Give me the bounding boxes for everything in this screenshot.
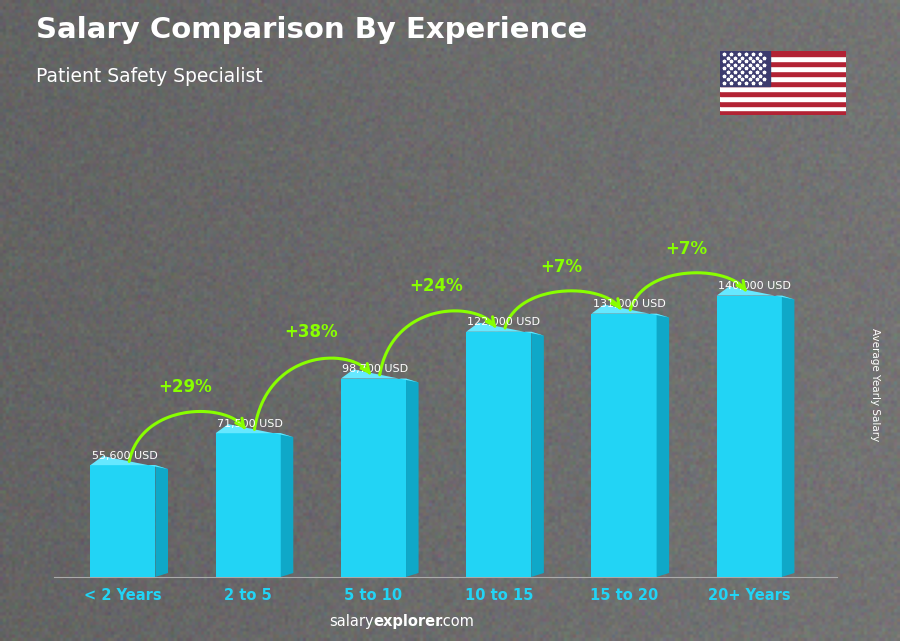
Text: +7%: +7%: [540, 258, 582, 276]
Bar: [341, 379, 406, 577]
Bar: [720, 91, 846, 96]
Bar: [720, 76, 846, 81]
Polygon shape: [716, 287, 795, 299]
Polygon shape: [156, 465, 168, 577]
Bar: [720, 110, 846, 115]
Text: 98,700 USD: 98,700 USD: [342, 364, 409, 374]
Bar: [720, 51, 846, 56]
Text: 131,000 USD: 131,000 USD: [593, 299, 665, 309]
Text: salary: salary: [328, 615, 374, 629]
Bar: [716, 296, 782, 577]
Polygon shape: [281, 433, 293, 577]
Text: +29%: +29%: [158, 378, 212, 396]
Bar: [216, 433, 281, 577]
Text: .com: .com: [438, 615, 474, 629]
Polygon shape: [341, 369, 419, 383]
Text: Salary Comparison By Experience: Salary Comparison By Experience: [36, 16, 587, 44]
Text: +24%: +24%: [410, 276, 463, 295]
Polygon shape: [591, 304, 669, 317]
Bar: [720, 106, 846, 110]
Text: +7%: +7%: [666, 240, 707, 258]
Bar: [591, 313, 657, 577]
Polygon shape: [90, 456, 168, 469]
Text: explorer: explorer: [374, 615, 443, 629]
Bar: [720, 86, 846, 91]
Polygon shape: [466, 322, 544, 336]
Bar: [720, 61, 846, 66]
Bar: [720, 51, 770, 86]
Polygon shape: [406, 379, 419, 577]
Text: +38%: +38%: [284, 323, 338, 342]
Text: 71,500 USD: 71,500 USD: [217, 419, 283, 429]
Polygon shape: [657, 313, 669, 577]
Bar: [466, 332, 531, 577]
Bar: [720, 81, 846, 86]
Text: 140,000 USD: 140,000 USD: [718, 281, 791, 291]
Text: 122,000 USD: 122,000 USD: [467, 317, 540, 328]
Bar: [90, 465, 156, 577]
Bar: [720, 71, 846, 76]
Polygon shape: [782, 296, 795, 577]
Bar: [720, 56, 846, 61]
Text: 55,600 USD: 55,600 USD: [92, 451, 158, 461]
Text: Patient Safety Specialist: Patient Safety Specialist: [36, 67, 263, 87]
Bar: [720, 101, 846, 106]
Polygon shape: [531, 332, 544, 577]
Bar: [720, 66, 846, 71]
Text: Average Yearly Salary: Average Yearly Salary: [869, 328, 880, 441]
Polygon shape: [216, 424, 293, 437]
Bar: [720, 96, 846, 101]
